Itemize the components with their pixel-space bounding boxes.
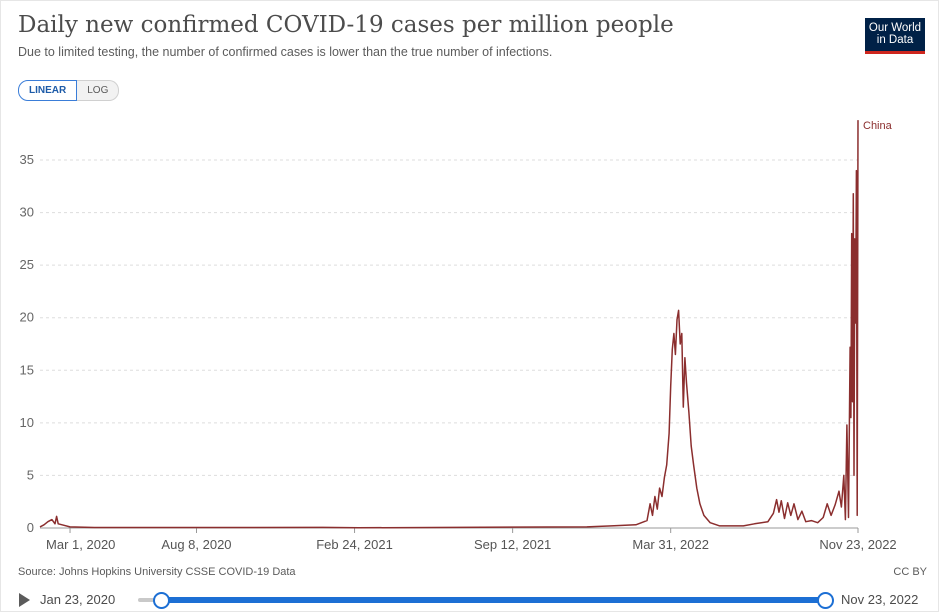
y-tick-label: 30 [20,205,34,220]
source-note[interactable]: Source: Johns Hopkins University CSSE CO… [18,566,296,578]
play-icon[interactable] [19,593,30,607]
timeline-start-label: Jan 23, 2020 [40,592,116,607]
linear-scale-button[interactable]: LINEAR [18,80,78,101]
logo-line-1: Our World [868,22,922,34]
timeline-end-handle[interactable] [817,592,834,609]
line-chart: 0 5 10 15 20 25 30 35 Mar 1, 2020 Aug 8, 2020 Feb … [20,120,897,552]
license-link[interactable]: CC BY [893,566,927,578]
owid-logo[interactable]: Our World in Data [865,18,925,54]
y-tick-label: 35 [20,152,34,167]
timeline-end-label: Nov 23, 2022 [841,592,919,607]
scale-toggle: LINEAR LOG [18,80,120,101]
timeline: Jan 23, 2020 Nov 23, 2022 [0,588,939,612]
chart-title: Daily new confirmed COVID-19 cases per m… [18,12,674,38]
series-label-china: China [863,120,893,132]
x-tick-label: Feb 24, 2021 [316,537,393,552]
y-tick-label: 20 [20,310,34,325]
logo-accent-bar [865,51,925,54]
logo-line-2: in Data [876,34,914,46]
y-tick-label: 15 [20,362,34,377]
y-tick-label: 10 [20,415,34,430]
x-tick-label: Nov 23, 2022 [819,537,896,552]
chart-subtitle: Due to limited testing, the number of co… [18,45,553,59]
x-tick-label: Aug 8, 2020 [161,537,231,552]
x-tick-label: Sep 12, 2021 [474,537,551,552]
y-tick-label: 25 [20,257,34,272]
y-tick-label: 0 [27,520,34,535]
y-tick-label: 5 [27,467,34,482]
log-scale-button[interactable]: LOG [77,80,120,101]
x-tick-label: Mar 1, 2020 [46,537,115,552]
x-tick-label: Mar 31, 2022 [632,537,709,552]
series-line-china [39,120,859,529]
timeline-start-handle[interactable] [153,592,170,609]
timeline-selected-range [160,597,824,603]
